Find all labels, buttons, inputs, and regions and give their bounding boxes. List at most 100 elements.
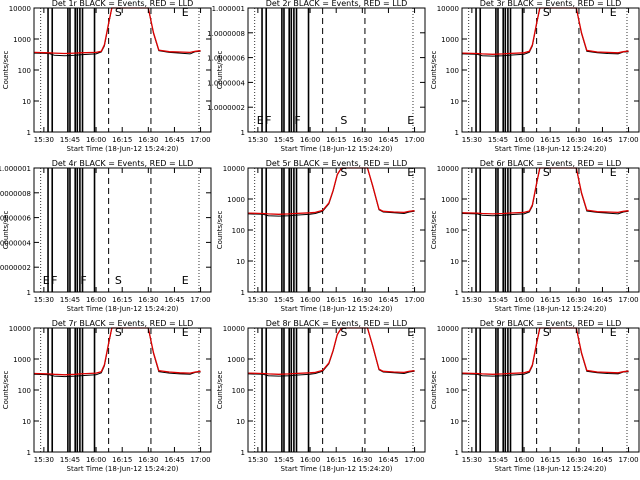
y-tick-label: 1000 xyxy=(441,196,459,204)
y-tick-label: 10000 xyxy=(437,165,459,173)
x-tick-label: 16:15 xyxy=(540,456,560,464)
x-tick-label: 16:30 xyxy=(352,456,372,464)
y-tick-label: 1 xyxy=(27,129,31,137)
plot-frame xyxy=(461,7,640,133)
panel-title: Det 6r BLACK = Events, RED = LLD xyxy=(480,159,622,168)
x-axis-label: Start Time (18-Jun-12 15:24:20) xyxy=(281,305,393,313)
x-tick-label: 17:00 xyxy=(618,296,638,304)
x-tick-label: 16:00 xyxy=(86,136,106,144)
lld-series-line xyxy=(248,327,415,375)
x-tick-label: 16:45 xyxy=(378,456,398,464)
marker-label: S xyxy=(115,6,122,19)
x-tick-label: 15:30 xyxy=(248,136,268,144)
x-axis-label: Start Time (18-Jun-12 15:24:20) xyxy=(495,305,607,313)
y-tick-label: 100 xyxy=(18,387,31,395)
y-axis-label: Counts/sec xyxy=(216,211,224,250)
marker-label: E xyxy=(257,114,264,127)
panel-title: Det 7r BLACK = Events, RED = LLD xyxy=(52,319,194,328)
x-tick-label: 16:30 xyxy=(566,296,586,304)
marker-label: E xyxy=(182,274,189,287)
marker-label: S xyxy=(543,326,550,339)
marker-label: E xyxy=(43,274,50,287)
x-tick-label: 16:00 xyxy=(86,456,106,464)
y-tick-label: 1.000001 xyxy=(0,165,31,173)
y-tick-label: 10000 xyxy=(223,325,245,333)
x-tick-label: 15:30 xyxy=(462,136,482,144)
y-tick-label: 1.0000004 xyxy=(207,79,245,87)
x-tick-label: 16:00 xyxy=(514,136,534,144)
x-tick-label: 17:00 xyxy=(404,456,424,464)
y-tick-label: 1.0000004 xyxy=(0,239,32,247)
x-tick-label: 16:45 xyxy=(592,456,612,464)
x-tick-label: 15:45 xyxy=(488,456,508,464)
x-tick-label: 15:30 xyxy=(462,296,482,304)
y-tick-label: 100 xyxy=(446,227,459,235)
y-tick-label: 1 xyxy=(241,129,245,137)
x-axis-label: Start Time (18-Jun-12 15:24:20) xyxy=(67,305,179,313)
marker-label: E xyxy=(407,114,414,127)
y-axis-label: Counts/sec xyxy=(430,51,438,90)
marker-label: F xyxy=(80,274,86,287)
y-tick-label: 10000 xyxy=(437,5,459,13)
x-tick-label: 16:15 xyxy=(112,296,132,304)
x-axis-label: Start Time (18-Jun-12 15:24:20) xyxy=(67,145,179,153)
marker-label: S xyxy=(340,166,347,179)
marker-label: S xyxy=(340,326,347,339)
panel-title: Det 2r BLACK = Events, RED = LLD xyxy=(266,0,408,8)
x-tick-label: 17:00 xyxy=(618,136,638,144)
y-tick-label: 100 xyxy=(446,67,459,75)
y-tick-label: 1 xyxy=(455,449,459,457)
marker-label: E xyxy=(610,6,617,19)
panel-title: Det 5r BLACK = Events, RED = LLD xyxy=(266,159,408,168)
x-tick-label: 16:15 xyxy=(540,296,560,304)
x-tick-label: 16:45 xyxy=(592,296,612,304)
y-tick-label: 100 xyxy=(232,387,245,395)
y-axis-label: Counts/sec xyxy=(430,211,438,250)
x-tick-label: 15:30 xyxy=(248,296,268,304)
y-axis-label: Counts/sec xyxy=(2,51,10,90)
x-tick-label: 15:30 xyxy=(34,296,54,304)
x-tick-label: 15:45 xyxy=(274,136,294,144)
y-tick-label: 10 xyxy=(236,418,245,426)
x-tick-label: 16:30 xyxy=(566,456,586,464)
panel-title: Det 8r BLACK = Events, RED = LLD xyxy=(266,319,408,328)
marker-label: E xyxy=(182,6,189,19)
panel-title: Det 4r BLACK = Events, RED = LLD xyxy=(52,159,194,168)
marker-label: S xyxy=(543,6,550,19)
x-tick-label: 15:30 xyxy=(248,456,268,464)
x-tick-label: 15:45 xyxy=(60,296,80,304)
y-tick-label: 1.0000008 xyxy=(0,190,31,198)
y-tick-label: 1 xyxy=(455,289,459,297)
panel-title: Det 9r BLACK = Events, RED = LLD xyxy=(480,319,622,328)
panel-title: Det 1r BLACK = Events, RED = LLD xyxy=(52,0,194,8)
x-tick-label: 16:45 xyxy=(378,296,398,304)
plot-frame xyxy=(461,327,640,453)
x-tick-label: 16:30 xyxy=(566,136,586,144)
x-tick-label: 15:30 xyxy=(34,136,54,144)
x-tick-label: 16:15 xyxy=(326,296,346,304)
x-tick-label: 15:30 xyxy=(462,456,482,464)
x-tick-label: 16:15 xyxy=(540,136,560,144)
x-tick-label: 16:45 xyxy=(378,136,398,144)
y-tick-label: 1.0000002 xyxy=(207,104,245,112)
x-tick-label: 16:30 xyxy=(352,136,372,144)
y-tick-label: 1.000001 xyxy=(212,5,245,13)
y-tick-label: 1 xyxy=(241,449,245,457)
y-tick-label: 100 xyxy=(232,227,245,235)
x-tick-label: 15:45 xyxy=(488,136,508,144)
y-axis-label: Counts/sec xyxy=(2,211,10,250)
x-tick-label: 15:45 xyxy=(60,136,80,144)
marker-label: S xyxy=(543,166,550,179)
y-tick-label: 1 xyxy=(27,289,31,297)
lld-series-line xyxy=(248,167,415,215)
y-tick-label: 10 xyxy=(450,258,459,266)
x-tick-label: 16:00 xyxy=(514,296,534,304)
y-tick-label: 100 xyxy=(18,67,31,75)
plot-frame xyxy=(247,327,426,453)
x-tick-label: 16:15 xyxy=(326,456,346,464)
